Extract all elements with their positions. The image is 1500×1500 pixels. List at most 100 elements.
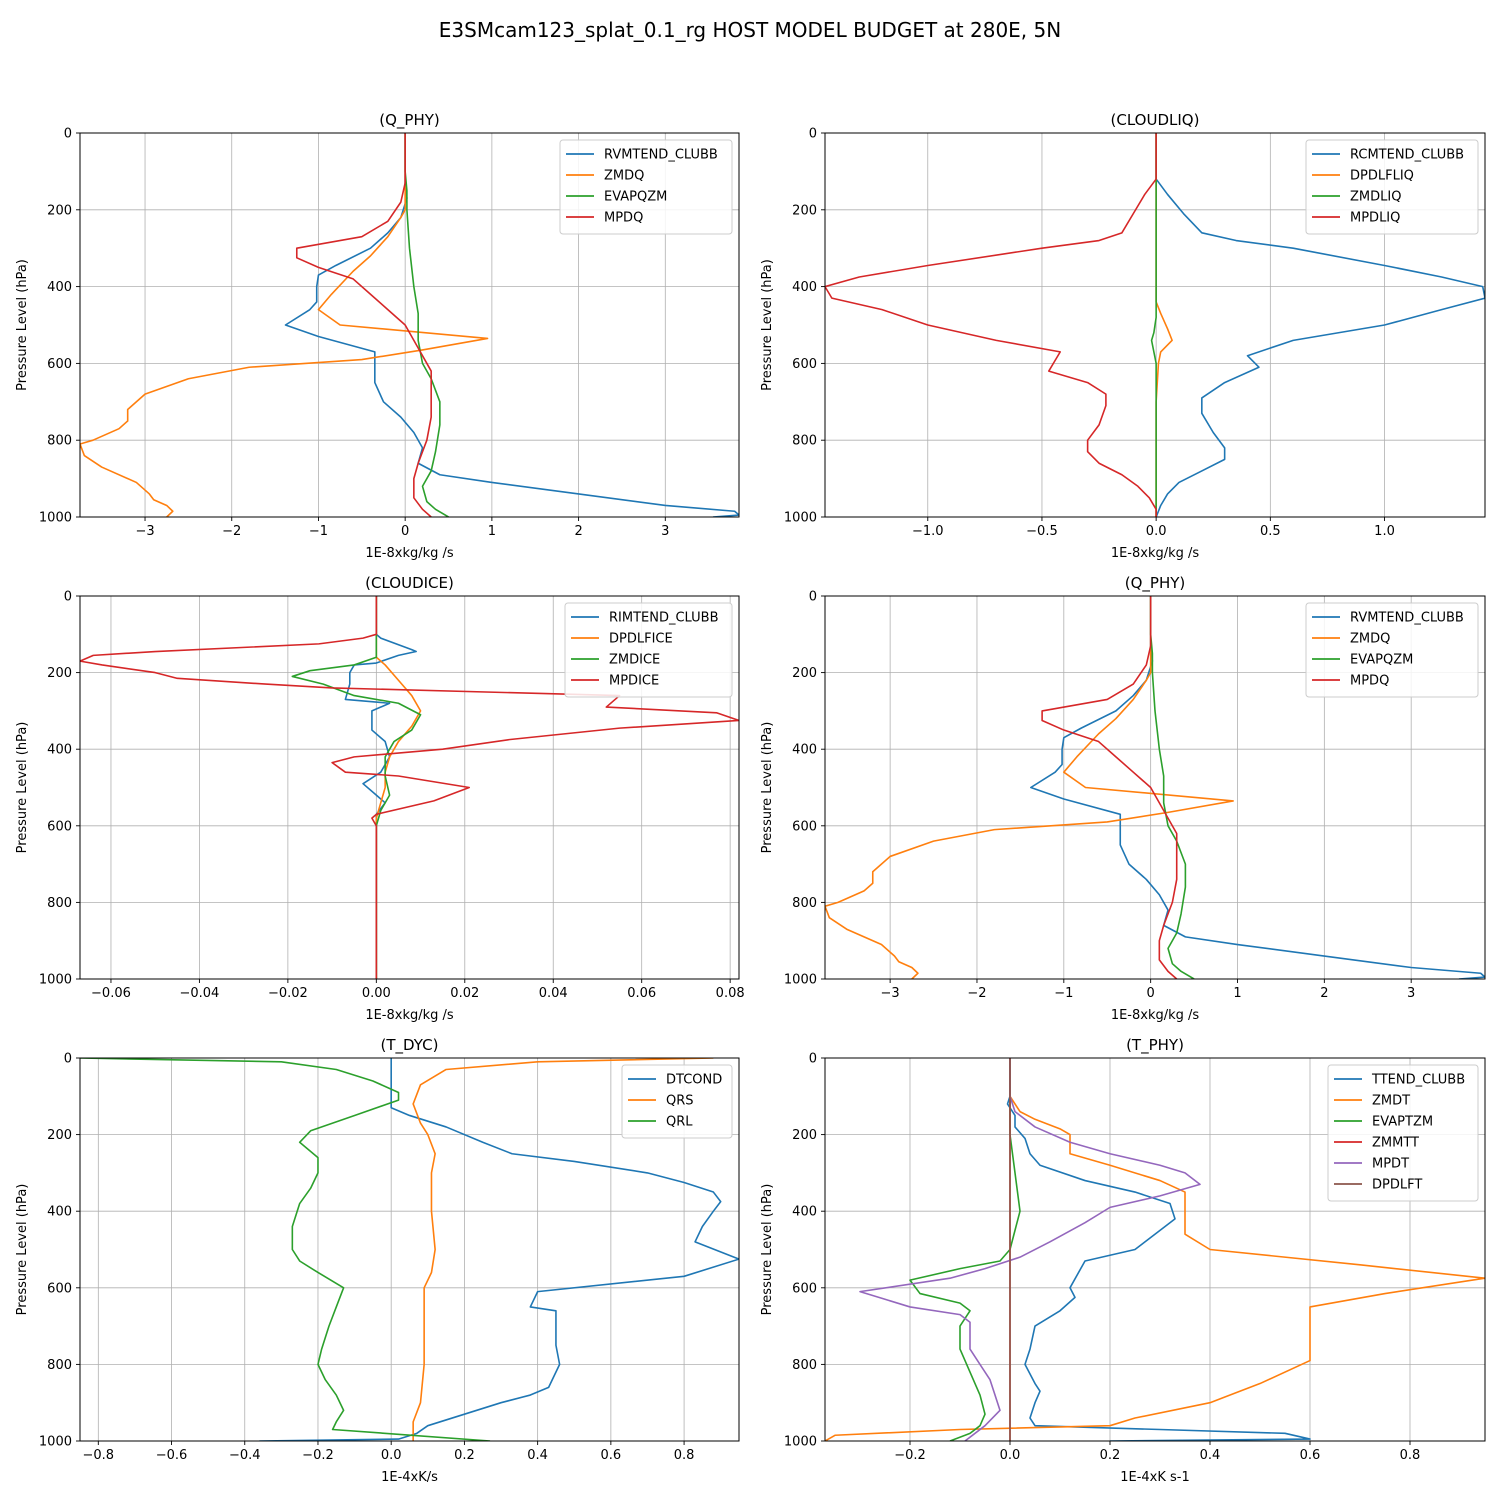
y-tick-label: 400 xyxy=(47,280,72,295)
y-tick-label: 200 xyxy=(47,666,72,681)
panel-title: (CLOUDICE) xyxy=(365,574,454,592)
y-tick-label: 600 xyxy=(792,357,817,372)
x-tick-label: −1.0 xyxy=(912,524,944,539)
axes-frame xyxy=(79,132,740,518)
x-tick-label: −1 xyxy=(1054,986,1073,1001)
y-axis-label: Pressure Level (hPa) xyxy=(760,259,775,391)
x-tick-label: 0.8 xyxy=(674,1448,695,1463)
x-tick-label: −2 xyxy=(967,986,986,1001)
legend-box xyxy=(1305,139,1479,235)
legend-label-evapqzm: EVAPQZM xyxy=(1350,653,1413,668)
series-line-qrl xyxy=(80,1058,491,1441)
series-line-zmdq xyxy=(80,133,489,517)
series-line-zmdt xyxy=(825,1058,1485,1441)
series-line-qrs xyxy=(412,1058,714,1441)
x-tick-label: −0.8 xyxy=(83,1448,115,1463)
legend-label-mpdq: MPDQ xyxy=(1350,674,1389,689)
x-tick-label: 0.8 xyxy=(1400,1448,1421,1463)
panel-title: (CLOUDLIQ) xyxy=(1111,111,1200,129)
series-line-mpdq xyxy=(295,133,432,517)
x-tick-label: −0.04 xyxy=(179,986,219,1001)
y-tick-label: 1000 xyxy=(39,511,72,526)
chart-panel-6: −0.2 0.0 0.2 0.4 0.6 0.8 0 200 400 600 800 1000 (T_P… xyxy=(760,1036,1486,1485)
series-line-mpdt xyxy=(859,1058,1201,1441)
legend-box xyxy=(559,139,733,235)
x-tick-label: −0.4 xyxy=(229,1448,261,1463)
x-tick-label: 0.2 xyxy=(454,1448,475,1463)
series-line-rcmtend-clubb xyxy=(1155,133,1485,517)
x-tick-label: −3 xyxy=(881,986,900,1001)
y-axis-label: Pressure Level (hPa) xyxy=(15,259,30,391)
x-tick-label: 0.0 xyxy=(1146,524,1167,539)
x-axis-label: 1E-4xK s-1 xyxy=(1120,1470,1190,1485)
legend-label-rvmtend-clubb: RVMTEND_CLUBB xyxy=(604,148,718,163)
legend: RIMTEND_CLUBB DPDLFICE ZMDICE MPDICE xyxy=(564,602,733,698)
x-tick-label: 0.08 xyxy=(716,986,745,1001)
legend-label-rimtend-clubb: RIMTEND_CLUBB xyxy=(609,611,719,626)
legend-label-evapqzm: EVAPQZM xyxy=(604,190,667,205)
series-line-evapqzm xyxy=(1149,596,1195,979)
series-line-zmdice xyxy=(291,596,422,979)
series-line-mpdliq xyxy=(825,133,1157,517)
y-tick-label: 200 xyxy=(47,203,72,218)
legend-label-dpdlfliq: DPDLFLIQ xyxy=(1350,169,1414,184)
chart-panel-1: −3 −2 −1 0 1 2 3 0 200 400 600 800 1000 (Q_PHY) 1E-8xk… xyxy=(15,111,740,561)
legend-label-qrs: QRS xyxy=(666,1094,694,1109)
y-tick-label: 400 xyxy=(792,1205,817,1220)
x-tick-label: 0.2 xyxy=(1100,1448,1121,1463)
series-group xyxy=(80,596,739,979)
x-tick-label: 0 xyxy=(1147,986,1155,1001)
legend-label-mpdliq: MPDLIQ xyxy=(1350,211,1400,226)
series-line-mpdice xyxy=(80,596,739,979)
legend-label-mpdt: MPDT xyxy=(1372,1157,1409,1172)
legend-label-zmdq: ZMDQ xyxy=(604,169,644,184)
x-tick-label: 0.02 xyxy=(450,986,479,1001)
series-line-dpdlfice xyxy=(375,596,422,979)
series-line-evaptzm xyxy=(909,1058,1021,1441)
legend-label-zmdq: ZMDQ xyxy=(1350,632,1390,647)
series-line-rvmtend-clubb xyxy=(1030,596,1485,979)
x-tick-label: 0.0 xyxy=(1000,1448,1021,1463)
x-tick-label: −0.06 xyxy=(91,986,131,1001)
x-axis-label: 1E-8xkg/kg /s xyxy=(1111,1008,1200,1023)
series-line-zmdq xyxy=(825,596,1234,979)
legend: RVMTEND_CLUBB ZMDQ EVAPQZM MPDQ xyxy=(1305,602,1479,698)
y-axis-label: Pressure Level (hPa) xyxy=(760,722,775,854)
series-line-rimtend-clubb xyxy=(344,596,417,979)
series-group xyxy=(825,596,1485,979)
axes-frame xyxy=(824,132,1486,518)
x-tick-label: 0.0 xyxy=(381,1448,402,1463)
y-tick-label: 600 xyxy=(47,357,72,372)
axes-frame xyxy=(824,1057,1486,1442)
y-tick-label: 600 xyxy=(792,819,817,834)
x-tick-label: 3 xyxy=(1407,986,1415,1001)
x-tick-label: −0.5 xyxy=(1026,524,1058,539)
axes-frame xyxy=(79,595,740,980)
y-tick-label: 800 xyxy=(792,896,817,911)
y-tick-label: 200 xyxy=(792,1128,817,1143)
series-group xyxy=(80,133,739,517)
y-tick-label: 800 xyxy=(792,1358,817,1373)
x-tick-label: 1 xyxy=(1233,986,1241,1001)
chart-panel-3: −0.06 −0.04 −0.02 0.00 0.02 0.04 0.06 0.08 0 200 4… xyxy=(15,574,745,1023)
y-tick-label: 200 xyxy=(792,666,817,681)
x-tick-label: 0.00 xyxy=(362,986,391,1001)
y-tick-label: 400 xyxy=(47,1205,72,1220)
legend-label-dtcond: DTCOND xyxy=(666,1073,722,1088)
legend-label-dpdlft: DPDLFT xyxy=(1372,1178,1422,1193)
legend-label-zmdice: ZMDICE xyxy=(609,653,660,668)
legend-label-dpdlfice: DPDLFICE xyxy=(609,632,673,647)
legend-label-ttend-clubb: TTEND_CLUBB xyxy=(1371,1073,1465,1088)
series-line-rvmtend-clubb xyxy=(284,133,739,517)
legend-box xyxy=(1305,602,1479,698)
legend-label-evaptzm: EVAPTZM xyxy=(1372,1115,1433,1130)
panel-title: (Q_PHY) xyxy=(379,111,440,130)
series-line-evapqzm xyxy=(404,133,449,517)
x-tick-label: 3 xyxy=(661,524,669,539)
series-group xyxy=(825,133,1485,517)
y-tick-label: 800 xyxy=(792,434,817,449)
x-tick-label: 2 xyxy=(1320,986,1328,1001)
x-tick-label: 0.04 xyxy=(539,986,568,1001)
y-tick-label: 0 xyxy=(64,127,72,142)
